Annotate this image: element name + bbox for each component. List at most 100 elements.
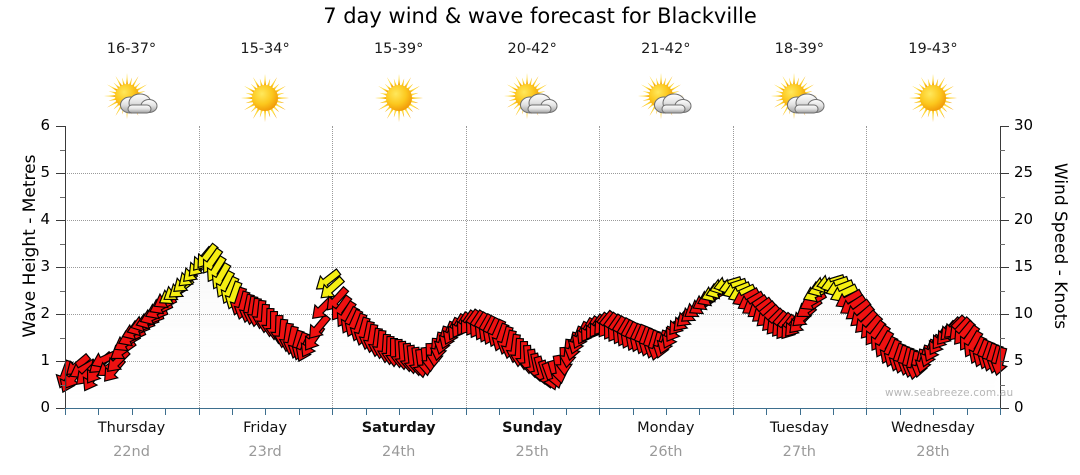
gridline-day-6: [866, 126, 868, 408]
left-tick-4: [56, 220, 65, 221]
right-tick-label-10: 10: [1014, 304, 1034, 322]
x-tick-20: [732, 408, 734, 415]
right-tick-label-0: 0: [1014, 398, 1024, 416]
x-tick-16: [599, 408, 601, 415]
left-tick-label-6: 6: [40, 116, 50, 134]
temperature-range-sunday: 20-42°: [507, 41, 557, 57]
x-tick-12: [465, 408, 467, 415]
x-tick-17: [632, 408, 634, 415]
gridline-y-5: [65, 173, 1000, 174]
right-minor-tick-4: [1000, 196, 1005, 198]
left-tick-label-2: 2: [40, 304, 50, 322]
right-tick-20: [1000, 220, 1009, 221]
day-name-saturday: Saturday: [361, 420, 436, 436]
left-tick-1: [56, 361, 65, 362]
temperature-range-thursday: 16-37°: [106, 41, 157, 57]
sun-icon: [199, 72, 332, 124]
x-tick-5: [231, 408, 233, 415]
left-minor-tick-3: [60, 243, 65, 245]
day-name-thursday: Thursday: [97, 420, 166, 436]
x-tick-14: [532, 408, 534, 415]
x-tick-22: [799, 408, 801, 415]
temperature-range-monday: 21-42°: [641, 41, 691, 57]
x-tick-6: [265, 408, 267, 415]
sun-cloud-icon: [599, 72, 732, 124]
x-tick-11: [432, 408, 434, 415]
left-tick-label-1: 1: [40, 351, 50, 369]
x-tick-19: [699, 408, 701, 415]
watermark: www.seabreeze.com.au: [885, 387, 1014, 399]
day-date-tuesday: 27th: [782, 444, 816, 460]
gridline-y-4: [65, 220, 1000, 221]
x-tick-21: [766, 408, 768, 415]
temperature-range-friday: 15-34°: [240, 41, 290, 57]
left-tick-0: [56, 408, 65, 409]
right-tick-15: [1000, 267, 1009, 268]
left-tick-5: [56, 173, 65, 174]
left-minor-tick-1: [60, 337, 65, 339]
temperature-range-tuesday: 18-39°: [774, 41, 825, 57]
x-tick-2: [131, 408, 133, 415]
sun-cloud-icon: [466, 72, 599, 124]
day-name-tuesday: Tuesday: [769, 420, 829, 436]
day-date-thursday: 22nd: [113, 444, 150, 460]
sun-icon: [332, 72, 465, 124]
sun-cloud-icon: [65, 72, 198, 124]
left-tick-2: [56, 314, 65, 315]
left-tick-3: [56, 267, 65, 268]
x-tick-13: [499, 408, 501, 415]
x-tick-1: [98, 408, 100, 415]
sun-icon: [866, 72, 999, 124]
left-axis-label: Wave Height - Metres: [20, 154, 40, 338]
right-tick-5: [1000, 361, 1009, 362]
gridline-day-5: [732, 126, 734, 408]
left-axis-spine: [65, 126, 66, 409]
right-tick-label-15: 15: [1014, 257, 1034, 275]
right-tick-label-20: 20: [1014, 210, 1034, 228]
right-tick-30: [1000, 126, 1009, 127]
right-tick-label-30: 30: [1014, 116, 1034, 134]
right-axis-label: Wind Speed - Knots: [1050, 162, 1070, 330]
left-minor-tick-4: [60, 196, 65, 198]
right-minor-tick-1: [1000, 337, 1005, 339]
temperature-range-wednesday: 19-43°: [908, 41, 958, 57]
x-tick-15: [565, 408, 567, 415]
x-tick-10: [398, 408, 400, 415]
day-date-monday: 26th: [649, 444, 683, 460]
left-tick-6: [56, 126, 65, 127]
x-tick-24: [866, 408, 868, 415]
day-date-saturday: 24th: [381, 444, 416, 460]
right-tick-10: [1000, 314, 1009, 315]
right-tick-0: [1000, 408, 1009, 409]
right-minor-tick-5: [1000, 149, 1005, 151]
x-tick-25: [899, 408, 901, 415]
right-minor-tick-0: [1000, 384, 1005, 386]
x-tick-8: [332, 408, 334, 415]
gridline-day-3: [465, 126, 467, 408]
left-tick-label-5: 5: [40, 163, 50, 181]
x-tick-27: [966, 408, 968, 415]
x-tick-0: [65, 408, 66, 415]
x-tick-9: [365, 408, 367, 415]
left-minor-tick-2: [60, 290, 65, 292]
day-name-wednesday: Wednesday: [890, 420, 975, 436]
temperature-range-saturday: 15-39°: [373, 41, 424, 57]
day-date-sunday: 25th: [515, 444, 549, 460]
day-date-friday: 23rd: [248, 444, 282, 460]
x-tick-4: [198, 408, 200, 415]
day-date-wednesday: 28th: [916, 444, 950, 460]
right-tick-25: [1000, 173, 1009, 174]
left-minor-tick-0: [60, 384, 65, 386]
right-tick-label-25: 25: [1014, 163, 1034, 181]
x-tick-28: [1000, 408, 1001, 415]
page-title: 7 day wind & wave forecast for Blackvill…: [323, 4, 757, 28]
left-tick-label-4: 4: [40, 210, 50, 228]
right-minor-tick-2: [1000, 290, 1005, 292]
x-tick-23: [833, 408, 835, 415]
left-tick-label-0: 0: [40, 398, 50, 416]
right-minor-tick-3: [1000, 243, 1005, 245]
day-name-monday: Monday: [637, 420, 695, 436]
x-tick-18: [666, 408, 668, 415]
left-tick-label-3: 3: [40, 257, 50, 275]
